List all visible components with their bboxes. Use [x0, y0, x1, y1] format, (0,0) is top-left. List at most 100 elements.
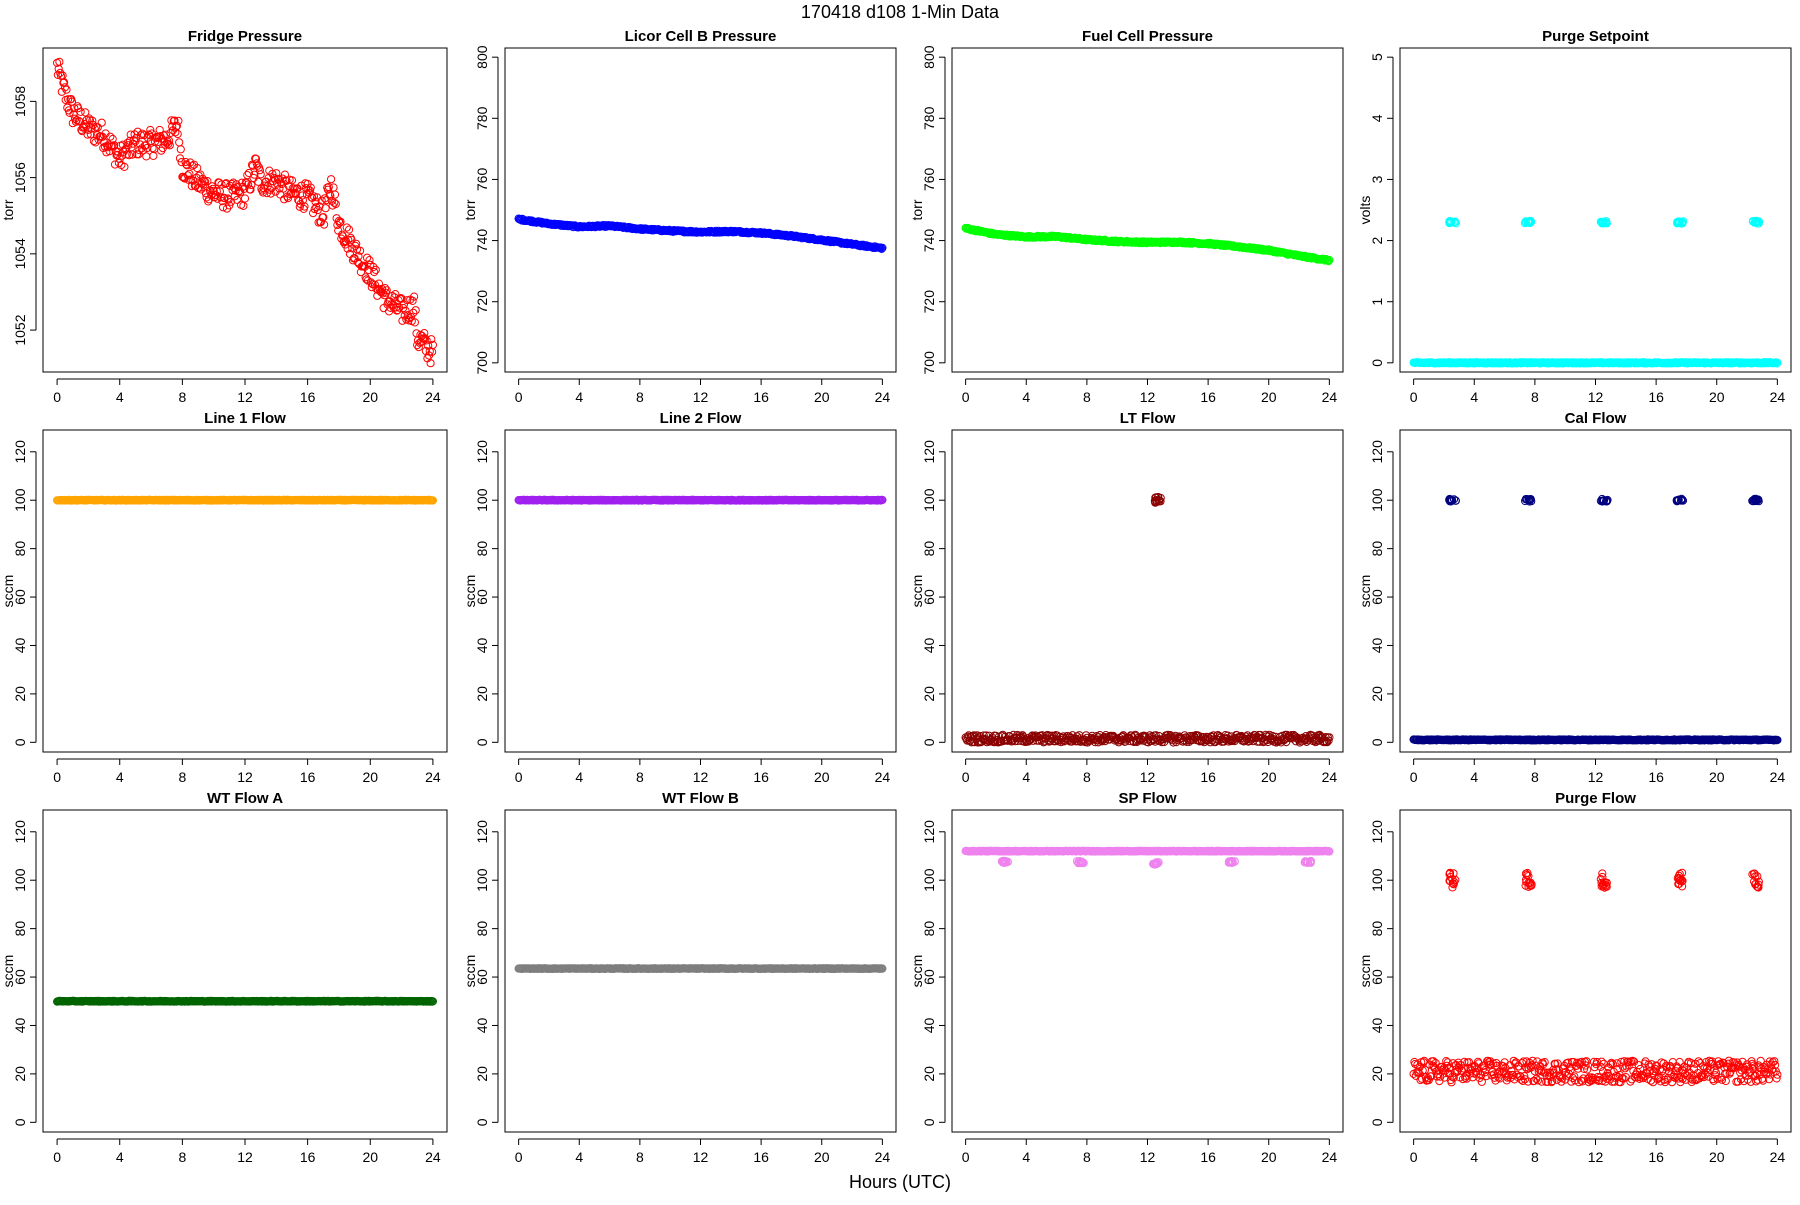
data-point	[331, 191, 338, 198]
x-tick-label: 20	[1709, 769, 1725, 785]
x-tick-label: 12	[693, 389, 709, 405]
plot-frame	[43, 48, 447, 372]
x-tick-label: 20	[1261, 769, 1277, 785]
x-tick-label: 4	[1022, 769, 1030, 785]
y-tick-label: 80	[12, 541, 28, 557]
x-tick-label: 4	[1470, 389, 1478, 405]
panel-title: WT Flow B	[662, 790, 739, 807]
y-tick-label: 120	[1369, 440, 1385, 464]
data-point	[409, 297, 416, 304]
y-tick-label: 120	[474, 440, 490, 464]
data-points	[1410, 495, 1781, 744]
x-tick-label: 0	[53, 389, 61, 405]
y-tick-label: 20	[474, 1066, 490, 1082]
x-tick-label: 20	[814, 769, 830, 785]
x-tick-label: 16	[1200, 389, 1216, 405]
x-tick-label: 4	[116, 389, 124, 405]
data-points	[515, 965, 886, 973]
y-tick-label: 100	[474, 488, 490, 512]
y-axis-label: volts	[1357, 196, 1373, 225]
y-tick-label: 800	[474, 45, 490, 69]
x-tick-label: 20	[362, 1149, 378, 1165]
data-points	[54, 58, 437, 367]
x-tick-label: 4	[1022, 389, 1030, 405]
x-tick-label: 12	[1140, 389, 1156, 405]
y-tick-label: 780	[474, 106, 490, 130]
x-tick-label: 8	[178, 1149, 186, 1165]
panel-title: Licor Cell B Pressure	[625, 28, 777, 45]
x-tick-label: 16	[1200, 769, 1216, 785]
x-tick-label: 0	[515, 1149, 523, 1165]
y-tick-label: 40	[474, 637, 490, 653]
plot-frame	[952, 430, 1343, 752]
x-tick-label: 12	[693, 1149, 709, 1165]
x-tick-label: 24	[425, 389, 441, 405]
x-tick-label: 24	[1322, 769, 1338, 785]
y-tick-label: 1	[1369, 298, 1385, 306]
y-tick-label: 0	[1369, 359, 1385, 367]
y-tick-label: 0	[1369, 738, 1385, 746]
y-tick-label: 800	[921, 45, 937, 69]
y-tick-label: 80	[474, 921, 490, 937]
x-tick-label: 24	[875, 769, 891, 785]
x-tick-label: 8	[636, 1149, 644, 1165]
y-tick-label: 80	[474, 541, 490, 557]
x-tick-label: 16	[753, 1149, 769, 1165]
x-tick-label: 24	[875, 1149, 891, 1165]
x-tick-label: 8	[178, 769, 186, 785]
data-points	[54, 496, 437, 504]
x-tick-label: 0	[53, 769, 61, 785]
plot-frame	[43, 810, 447, 1132]
plot-frame	[1400, 430, 1791, 752]
x-tick-label: 4	[1470, 769, 1478, 785]
y-tick-label: 20	[12, 686, 28, 702]
x-tick-label: 20	[1709, 389, 1725, 405]
y-tick-label: 100	[12, 868, 28, 892]
y-tick-label: 60	[12, 969, 28, 985]
y-axis-label: torr	[462, 199, 478, 220]
data-points	[54, 997, 437, 1005]
panel-title: Cal Flow	[1565, 410, 1627, 427]
x-tick-label: 0	[962, 389, 970, 405]
data-point	[240, 202, 247, 209]
y-tick-label: 120	[12, 440, 28, 464]
data-points	[962, 494, 1333, 747]
x-tick-label: 12	[237, 1149, 253, 1165]
y-tick-label: 0	[921, 738, 937, 746]
y-tick-label: 0	[12, 1118, 28, 1126]
y-tick-label: 100	[12, 488, 28, 512]
x-tick-label: 0	[1410, 769, 1418, 785]
y-tick-label: 0	[12, 738, 28, 746]
y-tick-label: 720	[921, 290, 937, 314]
plot-frame	[505, 430, 896, 752]
x-tick-label: 16	[300, 1149, 316, 1165]
x-tick-label: 20	[814, 1149, 830, 1165]
x-tick-label: 16	[1648, 389, 1664, 405]
y-tick-label: 2	[1369, 236, 1385, 244]
x-tick-label: 0	[515, 769, 523, 785]
x-tick-label: 8	[1531, 389, 1539, 405]
x-tick-label: 4	[575, 769, 583, 785]
x-tick-label: 4	[575, 1149, 583, 1165]
y-tick-label: 700	[921, 351, 937, 375]
y-tick-label: 1056	[12, 162, 28, 193]
x-tick-label: 16	[1648, 769, 1664, 785]
x-tick-label: 12	[237, 389, 253, 405]
x-tick-label: 20	[814, 389, 830, 405]
x-tick-label: 24	[425, 1149, 441, 1165]
x-tick-label: 8	[636, 389, 644, 405]
y-tick-label: 60	[474, 969, 490, 985]
y-axis-label: torr	[909, 199, 925, 220]
y-tick-label: 20	[921, 686, 937, 702]
figure-x-axis-label: Hours (UTC)	[849, 1172, 951, 1192]
x-tick-label: 8	[1531, 769, 1539, 785]
data-point	[177, 146, 184, 153]
